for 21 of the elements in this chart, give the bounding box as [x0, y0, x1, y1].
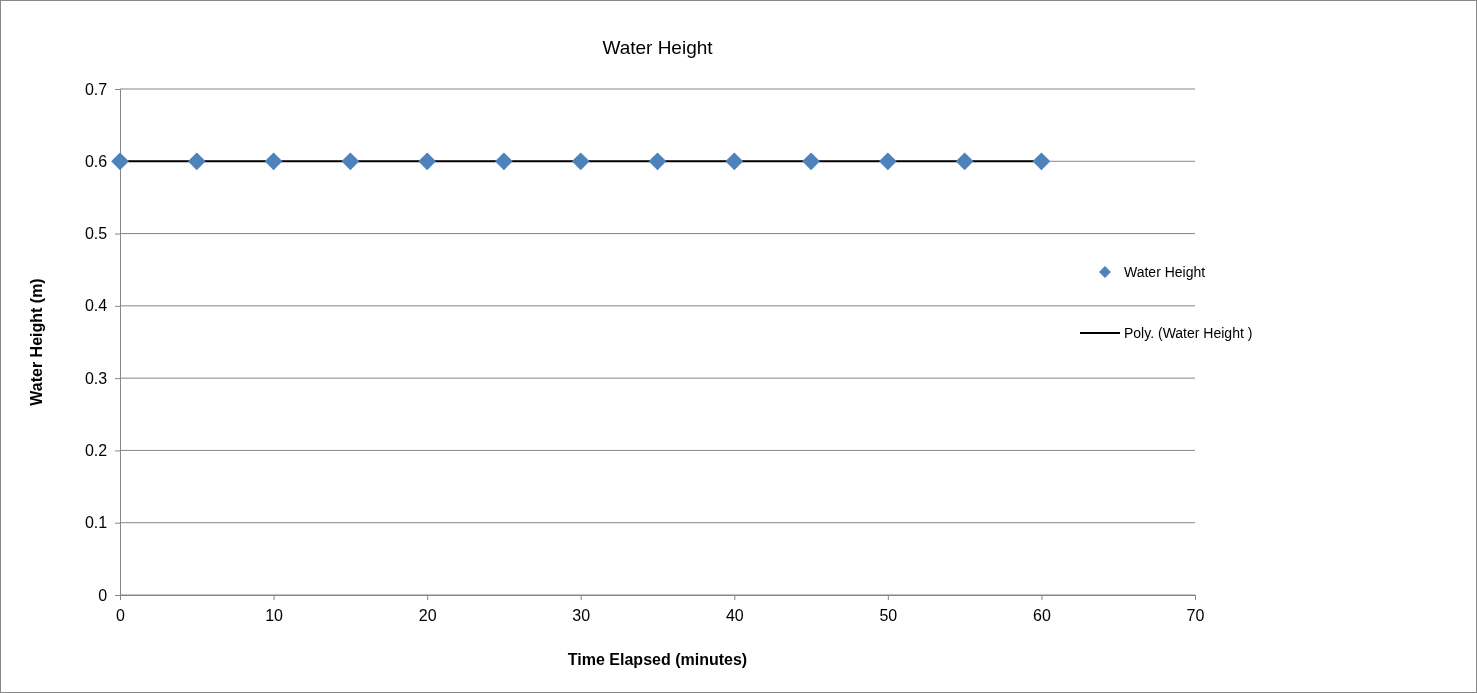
legend-label: Poly. (Water Height ) [1124, 325, 1253, 341]
x-tick-label: 10 [265, 606, 284, 624]
chart-title: Water Height [602, 37, 714, 58]
legend-label: Water Height [1124, 264, 1206, 280]
x-tick-label: 70 [1186, 606, 1205, 624]
y-tick-label: 0.3 [84, 369, 108, 387]
x-tick-label: 0 [116, 606, 126, 624]
y-tick-label: 0 [98, 586, 108, 604]
y-tick-label: 0.1 [84, 514, 108, 532]
y-tick-label: 0.2 [84, 442, 108, 460]
x-tick-label: 30 [572, 606, 591, 624]
y-tick-label: 0.6 [84, 152, 108, 170]
y-tick-label: 0.7 [84, 80, 108, 98]
y-tick-label: 0.5 [84, 225, 108, 243]
y-tick-label: 0.4 [84, 297, 108, 315]
x-tick-label: 50 [879, 606, 898, 624]
y-axis-title: Water Height (m) [28, 278, 45, 406]
x-tick-label: 40 [725, 606, 744, 624]
x-tick-label: 60 [1033, 606, 1051, 624]
x-tick-label: 20 [418, 606, 437, 624]
x-axis-title: Time Elapsed (minutes) [567, 651, 748, 668]
